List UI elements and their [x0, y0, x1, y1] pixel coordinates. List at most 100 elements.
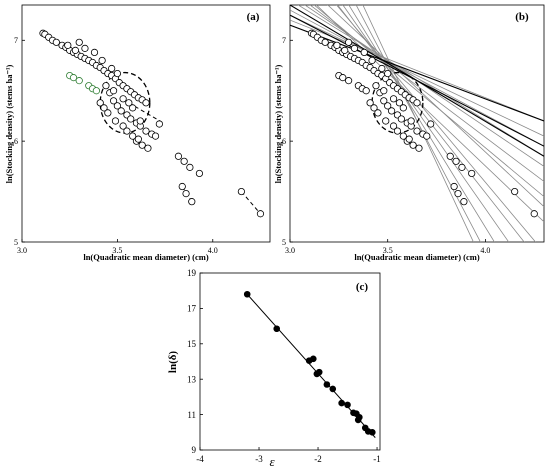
data-point	[98, 56, 106, 65]
panel-a-chart: 3.0 3.5 4.0 5 6 7 (a) ln(Quadratic mean diam…	[4, 4, 271, 262]
grey-fit-line	[309, 5, 544, 182]
data-point	[129, 104, 137, 112]
panel-c-y-axis-label: ln(δ)	[167, 351, 179, 374]
grey-fit-line	[355, 5, 481, 242]
dashed-segment	[241, 191, 261, 215]
data-point	[142, 99, 150, 107]
data-point	[102, 82, 110, 90]
data-point	[243, 290, 251, 298]
panel-a-y-axis-label: ln(Stocking density) (stems ha⁻¹)	[4, 64, 14, 183]
data-point	[458, 163, 466, 171]
panel-c-points	[243, 290, 376, 436]
data-point	[113, 102, 121, 110]
y-tick-label: 19	[187, 268, 197, 278]
data-point	[409, 141, 417, 149]
data-point	[329, 385, 337, 393]
panel-c-y-ticks: 9 11 13 15 17 19	[187, 268, 203, 455]
y-tick-label: 7	[282, 36, 286, 45]
data-point	[384, 69, 392, 78]
data-point	[96, 99, 104, 107]
data-point	[273, 325, 281, 333]
data-point	[178, 182, 186, 191]
data-point	[136, 117, 144, 125]
data-point	[142, 127, 150, 135]
data-point	[256, 210, 265, 218]
data-point	[151, 132, 160, 140]
data-point	[123, 127, 131, 135]
data-point	[100, 104, 108, 112]
data-point	[399, 104, 407, 112]
data-point	[119, 122, 127, 130]
data-point	[111, 117, 120, 125]
data-point	[104, 109, 112, 117]
data-point	[180, 157, 188, 165]
data-point	[310, 355, 317, 363]
data-point	[427, 120, 435, 128]
data-point	[387, 107, 396, 115]
data-point	[75, 38, 83, 46]
data-point	[368, 56, 376, 65]
panel-b-grey-lines	[290, 5, 544, 242]
y-tick-label: 17	[187, 304, 197, 314]
panel-b-label: (b)	[515, 11, 529, 23]
data-point	[113, 69, 121, 78]
black-fit-line	[290, 14, 544, 147]
data-point	[81, 44, 89, 52]
black-fit-line	[290, 24, 544, 122]
data-point	[117, 107, 125, 115]
data-point	[69, 74, 78, 82]
y-tick-label: 5	[282, 238, 286, 247]
panel-b-plot-frame	[289, 4, 545, 243]
panel-a-x-ticks: 3.0 3.5 4.0	[17, 239, 218, 255]
panel-c-x-ticks: -4 -3 -2 -1	[196, 447, 381, 464]
data-point	[237, 187, 245, 196]
data-point	[395, 99, 404, 107]
data-point	[188, 198, 196, 206]
data-point	[423, 132, 431, 140]
data-point	[382, 117, 390, 125]
panel-b-points	[307, 29, 538, 218]
data-point	[129, 132, 137, 140]
data-point	[413, 127, 421, 135]
data-point	[369, 428, 376, 436]
data-point	[374, 109, 382, 117]
data-point	[338, 399, 345, 407]
data-point	[378, 64, 386, 73]
data-point	[315, 368, 323, 376]
data-point	[341, 46, 349, 54]
data-point	[321, 38, 329, 46]
panel-a-x-axis-label: ln(Quadratic mean diameter) (cm)	[83, 252, 209, 262]
data-point	[450, 182, 458, 191]
y-tick-label: 5	[14, 238, 18, 247]
data-point	[71, 46, 80, 54]
data-point	[399, 132, 407, 140]
panel-b-x-axis-label: ln(Quadratic mean diameter) (cm)	[354, 252, 480, 262]
data-point	[92, 87, 101, 95]
data-point	[362, 87, 370, 95]
data-point	[370, 104, 378, 112]
data-point	[407, 117, 415, 125]
data-point	[511, 187, 519, 196]
y-tick-label: 11	[187, 410, 196, 420]
panel-a-y-ticks: 5 6 7	[14, 36, 25, 247]
x-tick-label: 4.0	[480, 246, 490, 255]
panel-c-label: (c)	[356, 281, 369, 293]
data-point	[530, 210, 538, 218]
data-point	[405, 135, 413, 143]
data-point	[134, 135, 142, 143]
data-point	[454, 189, 462, 198]
data-point	[366, 99, 374, 107]
data-point	[333, 41, 341, 49]
data-point	[174, 152, 183, 160]
data-point	[109, 87, 118, 95]
y-tick-label: 7	[14, 36, 18, 45]
data-point	[389, 95, 398, 103]
x-tick-label: -2	[314, 454, 322, 464]
data-point	[155, 120, 163, 128]
data-point	[350, 44, 359, 52]
panel-a-dashed-segments	[128, 102, 261, 215]
data-point	[393, 127, 402, 135]
data-point	[397, 115, 405, 123]
panel-b-x-ticks: 3.0 3.5 4.0	[285, 239, 490, 255]
